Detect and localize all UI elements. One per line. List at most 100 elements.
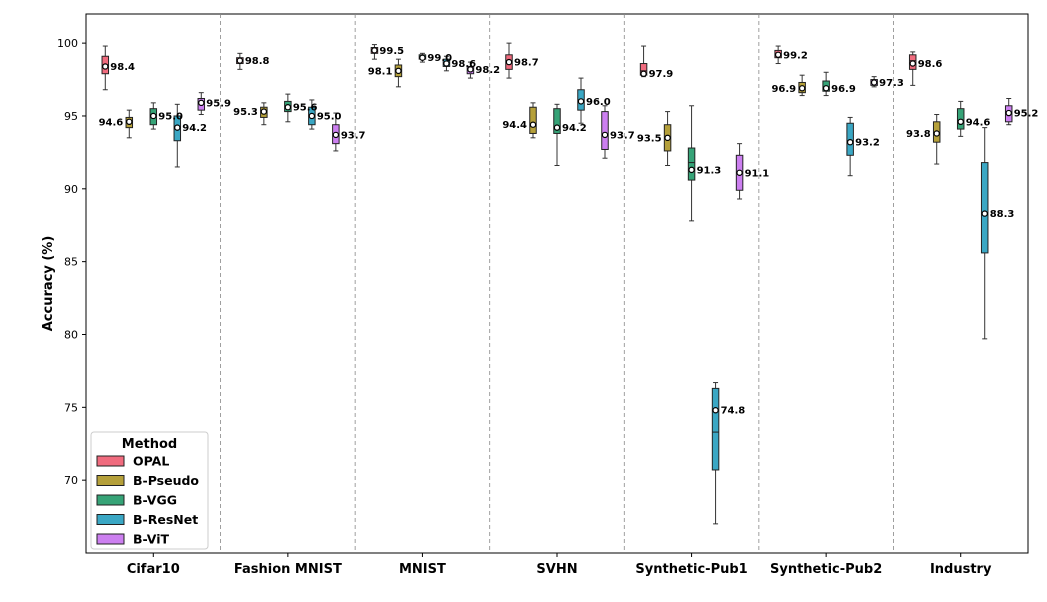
- mean-label: 99.2: [783, 50, 808, 61]
- mean-marker: [577, 98, 585, 105]
- box-b-vit: [1004, 97, 1013, 126]
- mean-marker: [371, 47, 378, 54]
- mean-label: 91.1: [745, 168, 770, 179]
- mean-label: 98.7: [514, 58, 539, 69]
- box-opal: [774, 45, 782, 65]
- legend-swatch-b-pseudo: [96, 475, 125, 486]
- box-b-pseudo: [529, 102, 537, 139]
- box-b-resnet: [577, 77, 585, 124]
- legend-label-opal: OPAL: [133, 454, 169, 469]
- mean-label: 94.4: [502, 120, 527, 131]
- x-tick-label: Synthetic-Pub1: [635, 562, 747, 577]
- mean-label: 99.5: [379, 46, 404, 57]
- box-b-vit: [735, 143, 744, 200]
- mean-label: 95.9: [206, 98, 231, 109]
- mean-label: 97.9: [649, 69, 674, 80]
- mean-marker: [260, 108, 268, 115]
- legend-swatch-b-vgg: [96, 494, 125, 506]
- mean-label: 94.2: [562, 123, 587, 134]
- mean-marker: [640, 70, 647, 77]
- box-b-vit: [466, 61, 475, 79]
- box-b-vgg: [418, 52, 427, 63]
- mean-marker: [774, 51, 782, 58]
- legend-label-b-vit: B-ViT: [133, 532, 170, 547]
- box-b-vit: [601, 105, 609, 159]
- mean-marker: [712, 407, 719, 414]
- mean-marker: [933, 130, 940, 137]
- box-body: [980, 162, 989, 254]
- box-opal: [236, 52, 244, 70]
- mean-label: 93.8: [906, 129, 931, 140]
- mean-label: 95.2: [1014, 109, 1039, 120]
- box-b-resnet: [980, 127, 989, 340]
- y-tick-label: 70: [64, 474, 78, 487]
- plot-frame: [85, 13, 1029, 554]
- box-b-pseudo: [932, 114, 941, 165]
- mean-label: 93.2: [855, 138, 880, 149]
- mean-marker: [395, 67, 402, 75]
- mean-marker: [553, 124, 561, 131]
- mean-marker: [601, 131, 609, 139]
- legend-swatch-b-vit: [96, 533, 125, 545]
- box-b-vgg: [822, 71, 830, 97]
- box-opal: [505, 42, 513, 79]
- mean-marker: [150, 112, 157, 120]
- box-b-resnet: [173, 103, 182, 168]
- mean-label: 98.8: [245, 56, 270, 67]
- mean-marker: [798, 85, 806, 92]
- legend-title: Method: [122, 437, 177, 452]
- mean-label: 96.0: [586, 97, 611, 108]
- box-b-pseudo: [663, 111, 672, 167]
- mean-marker: [443, 60, 450, 67]
- category-separators: [220, 14, 894, 553]
- mean-label: 97.3: [879, 78, 904, 89]
- mean-marker: [909, 60, 916, 67]
- y-tick-label: 95: [64, 110, 78, 123]
- mean-marker: [467, 66, 474, 73]
- box-b-resnet: [308, 99, 316, 130]
- mean-label: 93.7: [341, 130, 366, 141]
- y-tick-label: 90: [64, 183, 78, 196]
- mean-label: 99.0: [427, 53, 452, 64]
- mean-label: 94.2: [182, 123, 207, 134]
- legend-swatch-b-resnet: [96, 514, 125, 525]
- box-b-pseudo: [394, 58, 403, 88]
- box-b-vgg: [956, 100, 965, 137]
- box-body: [601, 111, 609, 150]
- mean-marker: [664, 134, 671, 142]
- x-tick-label: Synthetic-Pub2: [770, 562, 882, 577]
- mean-marker: [332, 131, 340, 139]
- mean-marker: [1005, 109, 1012, 117]
- box-b-resnet: [711, 382, 720, 525]
- mean-marker: [174, 124, 181, 131]
- box-b-pseudo: [260, 102, 268, 126]
- mean-label: 95.0: [158, 111, 183, 122]
- mean-label: 94.6: [99, 117, 124, 128]
- box-opal: [908, 51, 917, 86]
- mean-marker: [529, 121, 537, 128]
- mean-marker: [236, 57, 244, 64]
- x-tick-label: MNIST: [399, 562, 446, 577]
- box-layer: [101, 42, 1013, 525]
- mean-label: 95.0: [317, 111, 342, 122]
- legend-label-b-vgg: B-VGG: [133, 493, 177, 508]
- mean-label: 98.6: [918, 59, 943, 70]
- y-tick-label: 75: [64, 401, 78, 414]
- legend-label-b-pseudo: B-Pseudo: [133, 473, 199, 488]
- mean-label: 88.3: [990, 209, 1015, 220]
- box-opal: [639, 45, 648, 78]
- mean-marker: [198, 99, 205, 107]
- mean-marker: [957, 118, 964, 126]
- y-axis-label: Accuracy (%): [41, 236, 56, 332]
- mean-label: 91.3: [697, 165, 722, 176]
- x-tick-label: Industry: [930, 562, 992, 577]
- y-tick-label: 80: [64, 328, 78, 341]
- legend-items: OPAL B-Pseudo B-VGG B-ResNet B-ViT: [96, 454, 199, 547]
- mean-marker: [419, 54, 426, 61]
- box-b-vgg: [149, 102, 158, 130]
- mean-marker: [846, 138, 854, 146]
- mean-label: 98.4: [110, 62, 135, 73]
- box-opal: [370, 44, 379, 60]
- mean-marker: [126, 118, 133, 126]
